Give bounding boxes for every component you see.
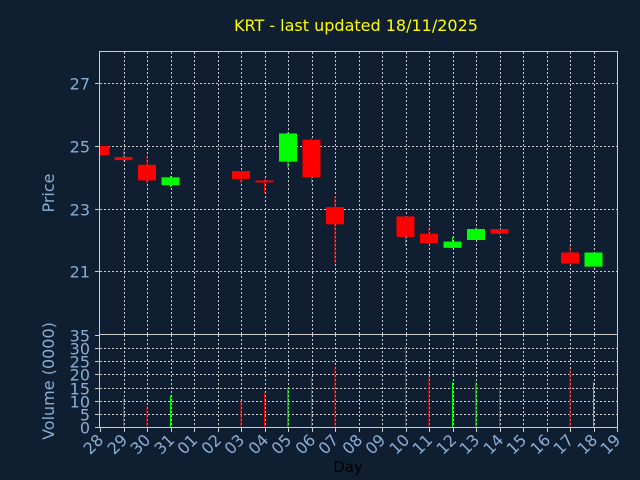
price-candles — [99, 131, 603, 267]
candle-body — [443, 241, 462, 248]
volume-tick-label: 5 — [80, 406, 90, 425]
candle-body — [302, 139, 321, 178]
volume-axis-label: Volume (0000) — [39, 322, 58, 440]
volume-tick-label: 25 — [70, 353, 90, 372]
price-tick-label: 25 — [70, 138, 90, 157]
candle — [114, 149, 133, 162]
candle — [467, 227, 485, 240]
x-axis: 2829303101020304050607080910111213141516… — [79, 427, 624, 458]
candle-body — [561, 252, 579, 264]
volume-tick-label: 0 — [80, 419, 90, 438]
volume-grid — [100, 335, 617, 427]
price-axis-label: Price — [39, 173, 58, 212]
volume-tick-label: 20 — [70, 366, 90, 385]
candle — [161, 175, 180, 187]
candle-body — [161, 177, 180, 186]
candle-body — [467, 229, 485, 240]
candle — [279, 131, 297, 168]
candle-body — [114, 156, 133, 161]
candle — [255, 178, 274, 193]
x-axis-label: Day — [333, 458, 363, 476]
candle-body — [420, 233, 438, 244]
candle — [396, 216, 415, 247]
candle — [99, 146, 109, 156]
candle — [490, 229, 509, 236]
candle-body — [100, 146, 109, 156]
candle-body — [255, 180, 274, 183]
volume-tick-label: 30 — [70, 340, 90, 359]
candle-body — [326, 207, 344, 225]
price-tick-label: 23 — [70, 201, 90, 220]
candle — [420, 227, 438, 245]
price-tick-label: 27 — [70, 75, 90, 94]
volume-panel-frame — [99, 334, 618, 428]
candle — [232, 171, 250, 184]
candle — [326, 196, 344, 264]
candle-body — [396, 216, 415, 237]
price-panel-frame — [99, 51, 618, 335]
x-tick-label: 19 — [596, 430, 624, 458]
candle-body — [138, 164, 156, 181]
candle-body — [279, 133, 297, 162]
candle — [561, 246, 579, 266]
chart-title: KRT - last updated 18/11/2025 — [234, 16, 478, 35]
price-axis: 21 23 25 27 — [70, 75, 100, 282]
candle-body — [232, 171, 250, 179]
price-tick-label: 21 — [70, 263, 90, 282]
volume-bars — [123, 345, 594, 427]
candle — [584, 252, 603, 267]
volume-tick-label: 10 — [70, 393, 90, 412]
candle — [138, 155, 156, 184]
candle — [443, 236, 462, 248]
volume-tick-label: 35 — [70, 327, 90, 346]
candle-body — [584, 252, 603, 267]
volume-tick-label: 15 — [70, 380, 90, 399]
candle — [302, 138, 321, 184]
price-grid — [100, 52, 617, 334]
candle-body — [490, 229, 509, 234]
